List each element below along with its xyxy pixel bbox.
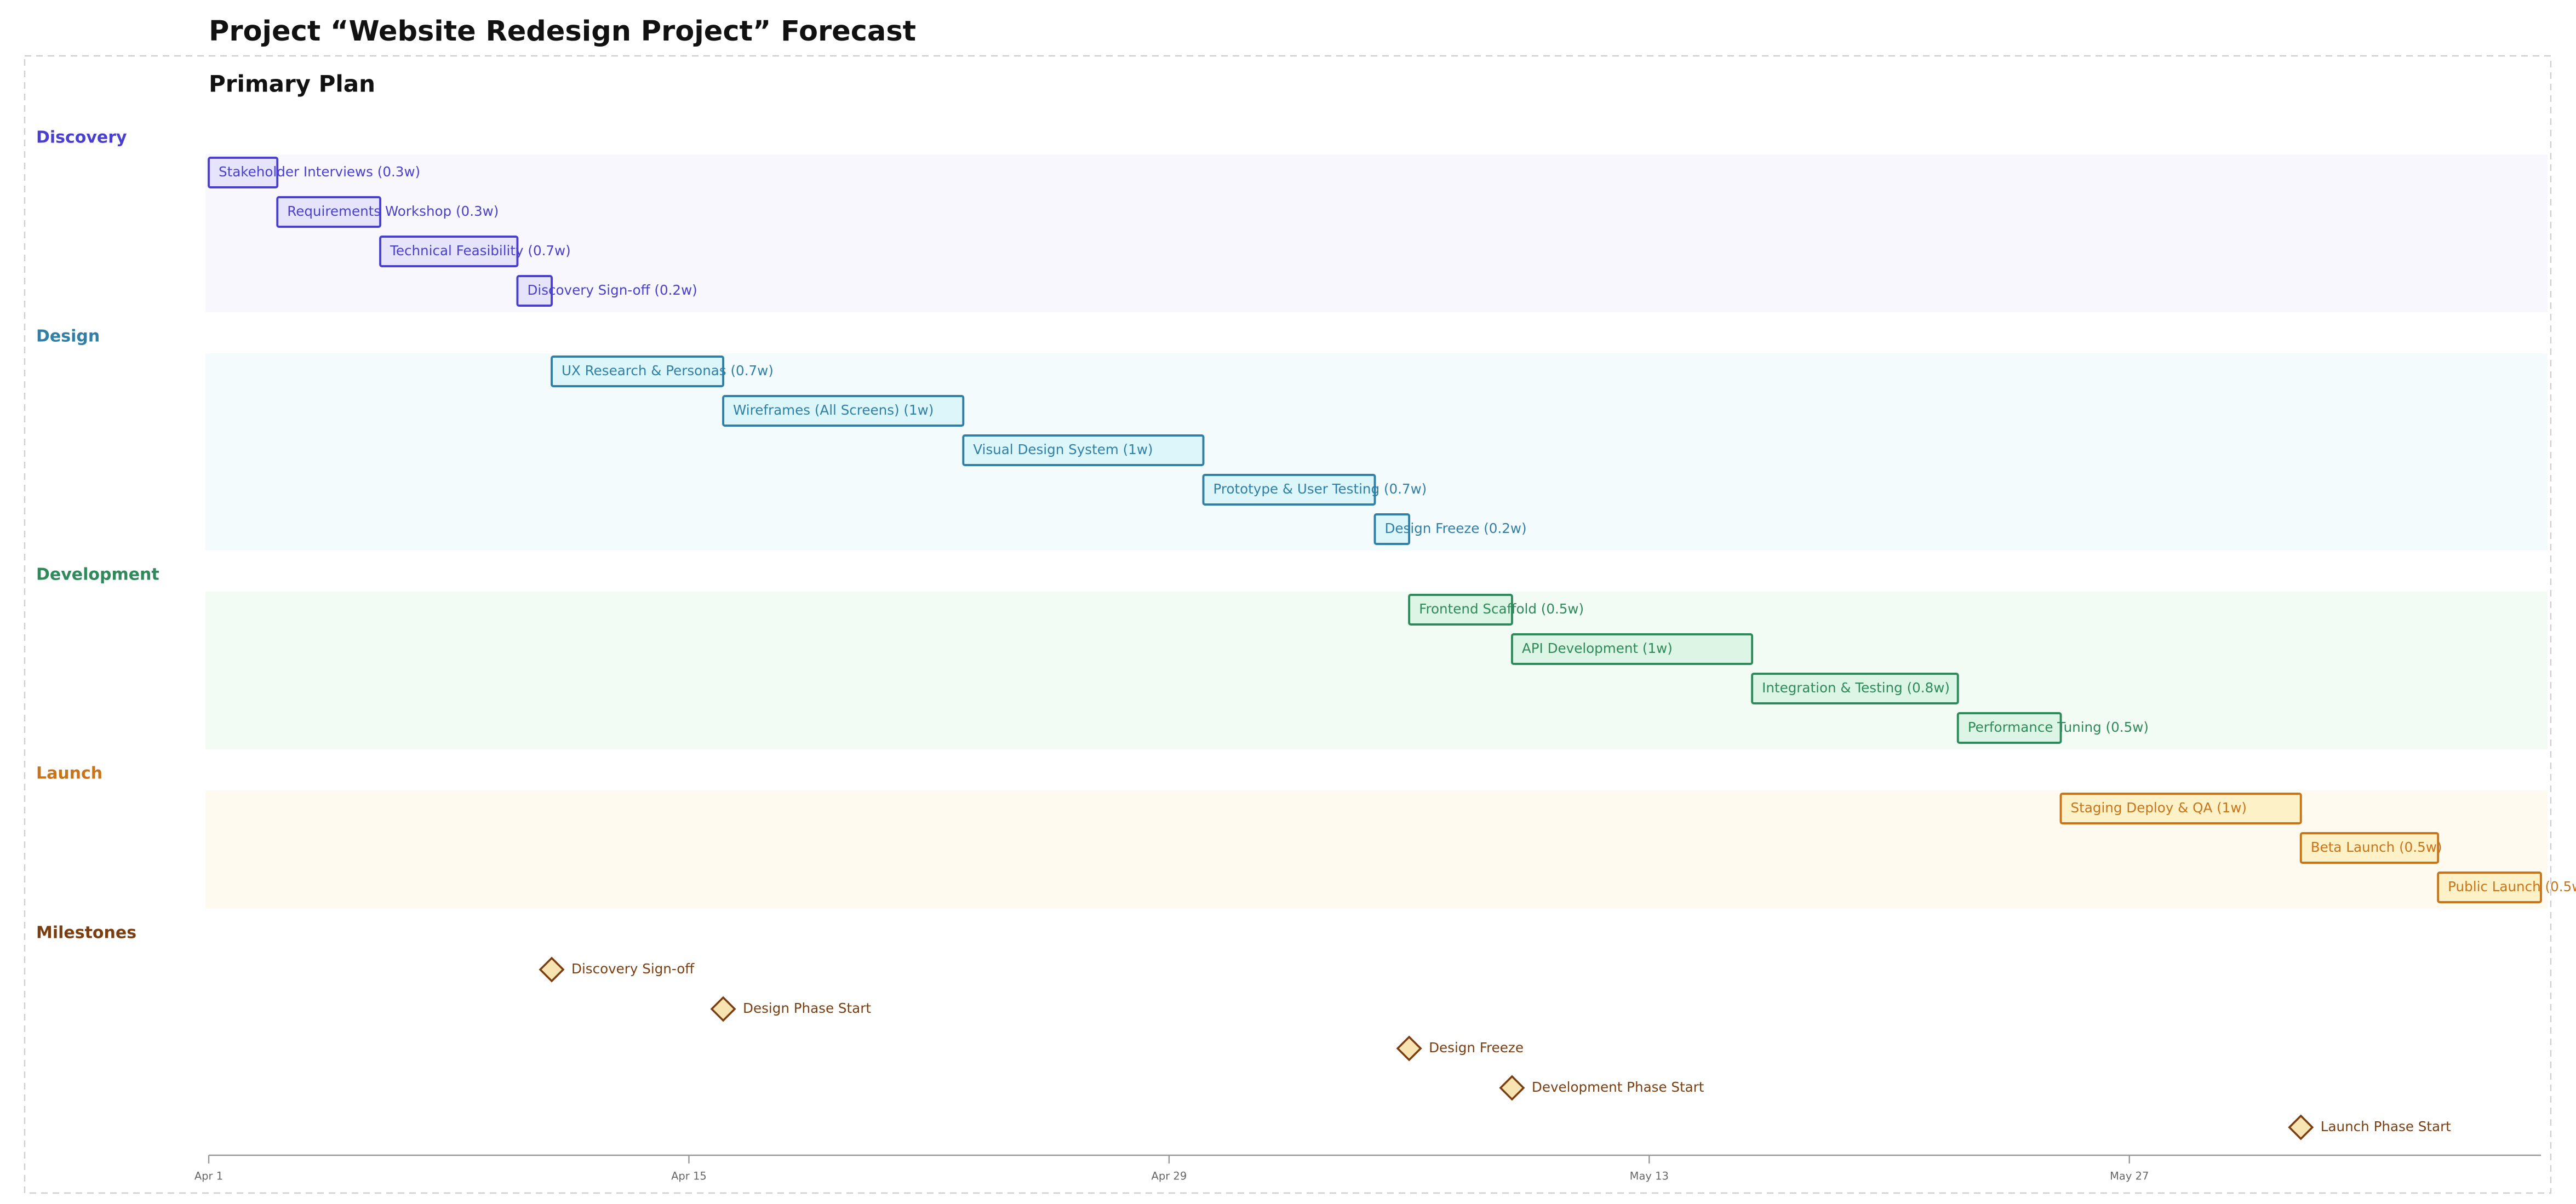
group-label: Launch bbox=[36, 764, 102, 783]
task-bar bbox=[1510, 633, 1754, 665]
milestone-label: Design Phase Start bbox=[743, 1000, 871, 1016]
group-band bbox=[205, 591, 2548, 749]
task-bar bbox=[1408, 594, 1513, 626]
task-label: Technical Feasibility (0.7w) bbox=[390, 243, 571, 259]
milestone-label: Discovery Sign-off bbox=[571, 961, 695, 977]
x-tick-label: Apr 1 bbox=[194, 1169, 223, 1182]
task-bar bbox=[516, 275, 553, 307]
milestone-marker bbox=[2288, 1114, 2314, 1140]
task-label: Integration & Testing (0.8w) bbox=[1762, 680, 1950, 696]
task-bar bbox=[2437, 872, 2542, 903]
task-label: Public Launch (0.5w) bbox=[2448, 879, 2576, 895]
task-label: Design Freeze (0.2w) bbox=[1385, 520, 1527, 536]
task-bar bbox=[2299, 832, 2440, 864]
task-bar bbox=[962, 434, 1205, 466]
group-label: Discovery bbox=[36, 128, 127, 147]
task-label: Staging Deploy & QA (1w) bbox=[2071, 800, 2247, 816]
milestone-marker bbox=[1396, 1035, 1422, 1062]
task-bar bbox=[379, 236, 519, 267]
x-tick-label: May 27 bbox=[2110, 1169, 2149, 1182]
chart-title: Project “Website Redesign Project” Forec… bbox=[209, 15, 916, 48]
x-tick-label: Apr 29 bbox=[1152, 1169, 1187, 1182]
task-label: Stakeholder Interviews (0.3w) bbox=[219, 164, 420, 180]
task-bar bbox=[1202, 474, 1376, 506]
task-bar bbox=[2059, 793, 2302, 824]
milestone-marker bbox=[710, 996, 736, 1022]
task-label: Prototype & User Testing (0.7w) bbox=[1213, 481, 1427, 497]
task-bar bbox=[1751, 673, 1959, 704]
milestone-marker bbox=[539, 956, 565, 983]
task-label: Requirements Workshop (0.3w) bbox=[287, 203, 499, 219]
milestone-marker bbox=[1499, 1075, 1525, 1101]
task-label: API Development (1w) bbox=[1522, 640, 1673, 656]
task-label: Beta Launch (0.5w) bbox=[2311, 839, 2442, 855]
milestone-label: Development Phase Start bbox=[1532, 1079, 1704, 1095]
group-label: Development bbox=[36, 565, 159, 584]
task-bar bbox=[551, 356, 725, 387]
task-bar bbox=[1956, 712, 2062, 744]
group-label: Design bbox=[36, 326, 100, 346]
x-tick-label: Apr 15 bbox=[671, 1169, 707, 1182]
task-bar bbox=[208, 157, 279, 188]
milestone-label: Design Freeze bbox=[1429, 1040, 1524, 1056]
group-label: Milestones bbox=[36, 923, 136, 942]
task-bar bbox=[276, 196, 381, 228]
task-label: Performance Tuning (0.5w) bbox=[1968, 719, 2149, 735]
milestone-label: Launch Phase Start bbox=[2321, 1119, 2451, 1134]
task-label: Visual Design System (1w) bbox=[973, 442, 1153, 457]
subtitle: Primary Plan bbox=[209, 70, 375, 97]
task-bar bbox=[1373, 513, 1411, 545]
task-label: UX Research & Personas (0.7w) bbox=[562, 363, 774, 379]
task-bar bbox=[722, 395, 965, 427]
task-label: Wireframes (All Screens) (1w) bbox=[733, 402, 934, 418]
frame bbox=[24, 55, 2552, 1194]
task-label: Frontend Scaffold (0.5w) bbox=[1419, 601, 1584, 617]
task-label: Discovery Sign-off (0.2w) bbox=[527, 282, 697, 298]
group-band bbox=[205, 154, 2548, 312]
x-tick-label: May 13 bbox=[1630, 1169, 1669, 1182]
